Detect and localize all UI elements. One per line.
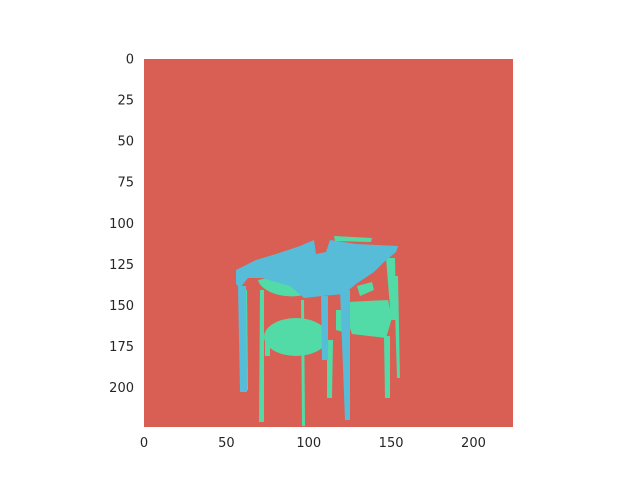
table-region [321,296,328,360]
y-tick-label: 125 [109,258,134,273]
chair-region [384,336,390,398]
x-tick-label: 50 [218,436,235,451]
chair-region [327,340,333,398]
y-tick-label: 100 [109,217,134,232]
x-axis: 0 50 100 150 200 [140,436,486,451]
chair-region [394,276,400,378]
x-tick-label: 0 [140,436,148,451]
y-tick-label: 75 [117,176,134,191]
x-tick-label: 100 [296,436,321,451]
chair-region [301,300,305,426]
chair-region [265,340,270,356]
chair-region [264,318,328,356]
chair-region [259,290,264,422]
y-tick-label: 0 [126,53,134,68]
y-tick-label: 50 [117,135,134,150]
chair-region [334,236,372,242]
y-tick-label: 150 [109,299,134,314]
x-tick-label: 150 [379,436,404,451]
y-tick-label: 200 [109,381,134,396]
y-axis: 0 25 50 75 100 125 150 175 200 [109,53,134,397]
table-region [236,240,398,298]
chair-region [357,282,374,296]
y-tick-label: 175 [109,340,134,355]
x-tick-label: 200 [461,436,486,451]
table-regions [236,240,398,420]
chair-region [386,258,396,320]
chair-region [347,300,392,338]
table-region [238,286,247,392]
segmentation-image [144,59,513,427]
y-tick-label: 25 [117,94,134,109]
table-region [340,290,350,420]
